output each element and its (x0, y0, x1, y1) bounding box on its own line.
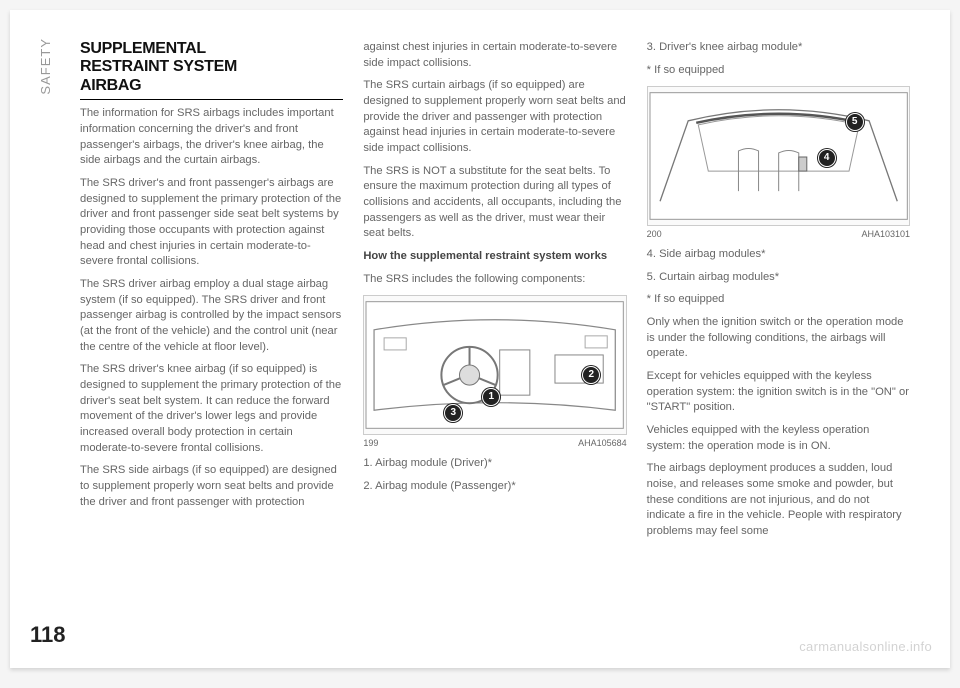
figure-caption: 200 AHA103101 (647, 228, 910, 241)
subheading: How the supplemental restraint system wo… (363, 249, 626, 265)
list-item: 2. Airbag module (Passenger)* (363, 479, 626, 495)
body-paragraph: Only when the ignition switch or the ope… (647, 315, 910, 362)
body-paragraph: The SRS driver's knee airbag (if so equi… (80, 362, 343, 456)
body-paragraph: The information for SRS airbags includes… (80, 106, 343, 169)
title-line: AIRBAG (80, 77, 141, 94)
list-item: 5. Curtain airbag modules* (647, 270, 910, 286)
body-paragraph: The SRS driver airbag employ a dual stag… (80, 277, 343, 355)
body-paragraph: * If so equipped (647, 63, 910, 79)
manual-page: SAFETY 118 SUPPLEMENTAL RESTRAINT SYSTEM… (10, 10, 950, 668)
figure-caption: 199 AHA105684 (363, 437, 626, 450)
body-paragraph: 3. Driver's knee airbag module* (647, 40, 910, 56)
body-paragraph: The SRS includes the following component… (363, 272, 626, 288)
body-paragraph: The SRS curtain airbags (if so equipped)… (363, 78, 626, 156)
body-paragraph: against chest injuries in certain modera… (363, 40, 626, 71)
list-item: 4. Side airbag modules* (647, 247, 910, 263)
dashboard-lineart (364, 296, 625, 434)
figure-code: AHA103101 (861, 228, 910, 241)
figure-199-dashboard: 1 2 3 (363, 295, 626, 435)
title-line: RESTRAINT SYSTEM (80, 58, 237, 75)
figure-200-interior: 4 5 (647, 86, 910, 226)
page-title: SUPPLEMENTAL RESTRAINT SYSTEM AIRBAG (80, 40, 343, 95)
interior-lineart (648, 87, 909, 225)
list-item: 1. Airbag module (Driver)* (363, 456, 626, 472)
body-paragraph: The SRS side airbags (if so equipped) ar… (80, 463, 343, 510)
callout-4: 4 (818, 149, 836, 167)
page-number: 118 (30, 622, 66, 648)
figure-number: 200 (647, 228, 662, 241)
title-rule (80, 99, 343, 100)
callout-5: 5 (846, 113, 864, 131)
body-paragraph: Vehicles equipped with the keyless opera… (647, 423, 910, 454)
watermark: carmanualsonline.info (799, 639, 932, 654)
figure-code: AHA105684 (578, 437, 627, 450)
column-1: SUPPLEMENTAL RESTRAINT SYSTEM AIRBAG The… (80, 40, 343, 638)
body-paragraph: The airbags deployment produces a sudden… (647, 461, 910, 539)
section-label: SAFETY (38, 38, 53, 95)
body-paragraph: Except for vehicles equipped with the ke… (647, 369, 910, 416)
note: * If so equipped (647, 292, 910, 308)
column-2: against chest injuries in certain modera… (363, 40, 626, 638)
column-3: 3. Driver's knee airbag module* * If so … (647, 40, 910, 638)
body-paragraph: The SRS is NOT a substitute for the seat… (363, 164, 626, 242)
body-paragraph: The SRS driver's and front passenger's a… (80, 176, 343, 270)
figure-number: 199 (363, 437, 378, 450)
title-line: SUPPLEMENTAL (80, 40, 206, 57)
